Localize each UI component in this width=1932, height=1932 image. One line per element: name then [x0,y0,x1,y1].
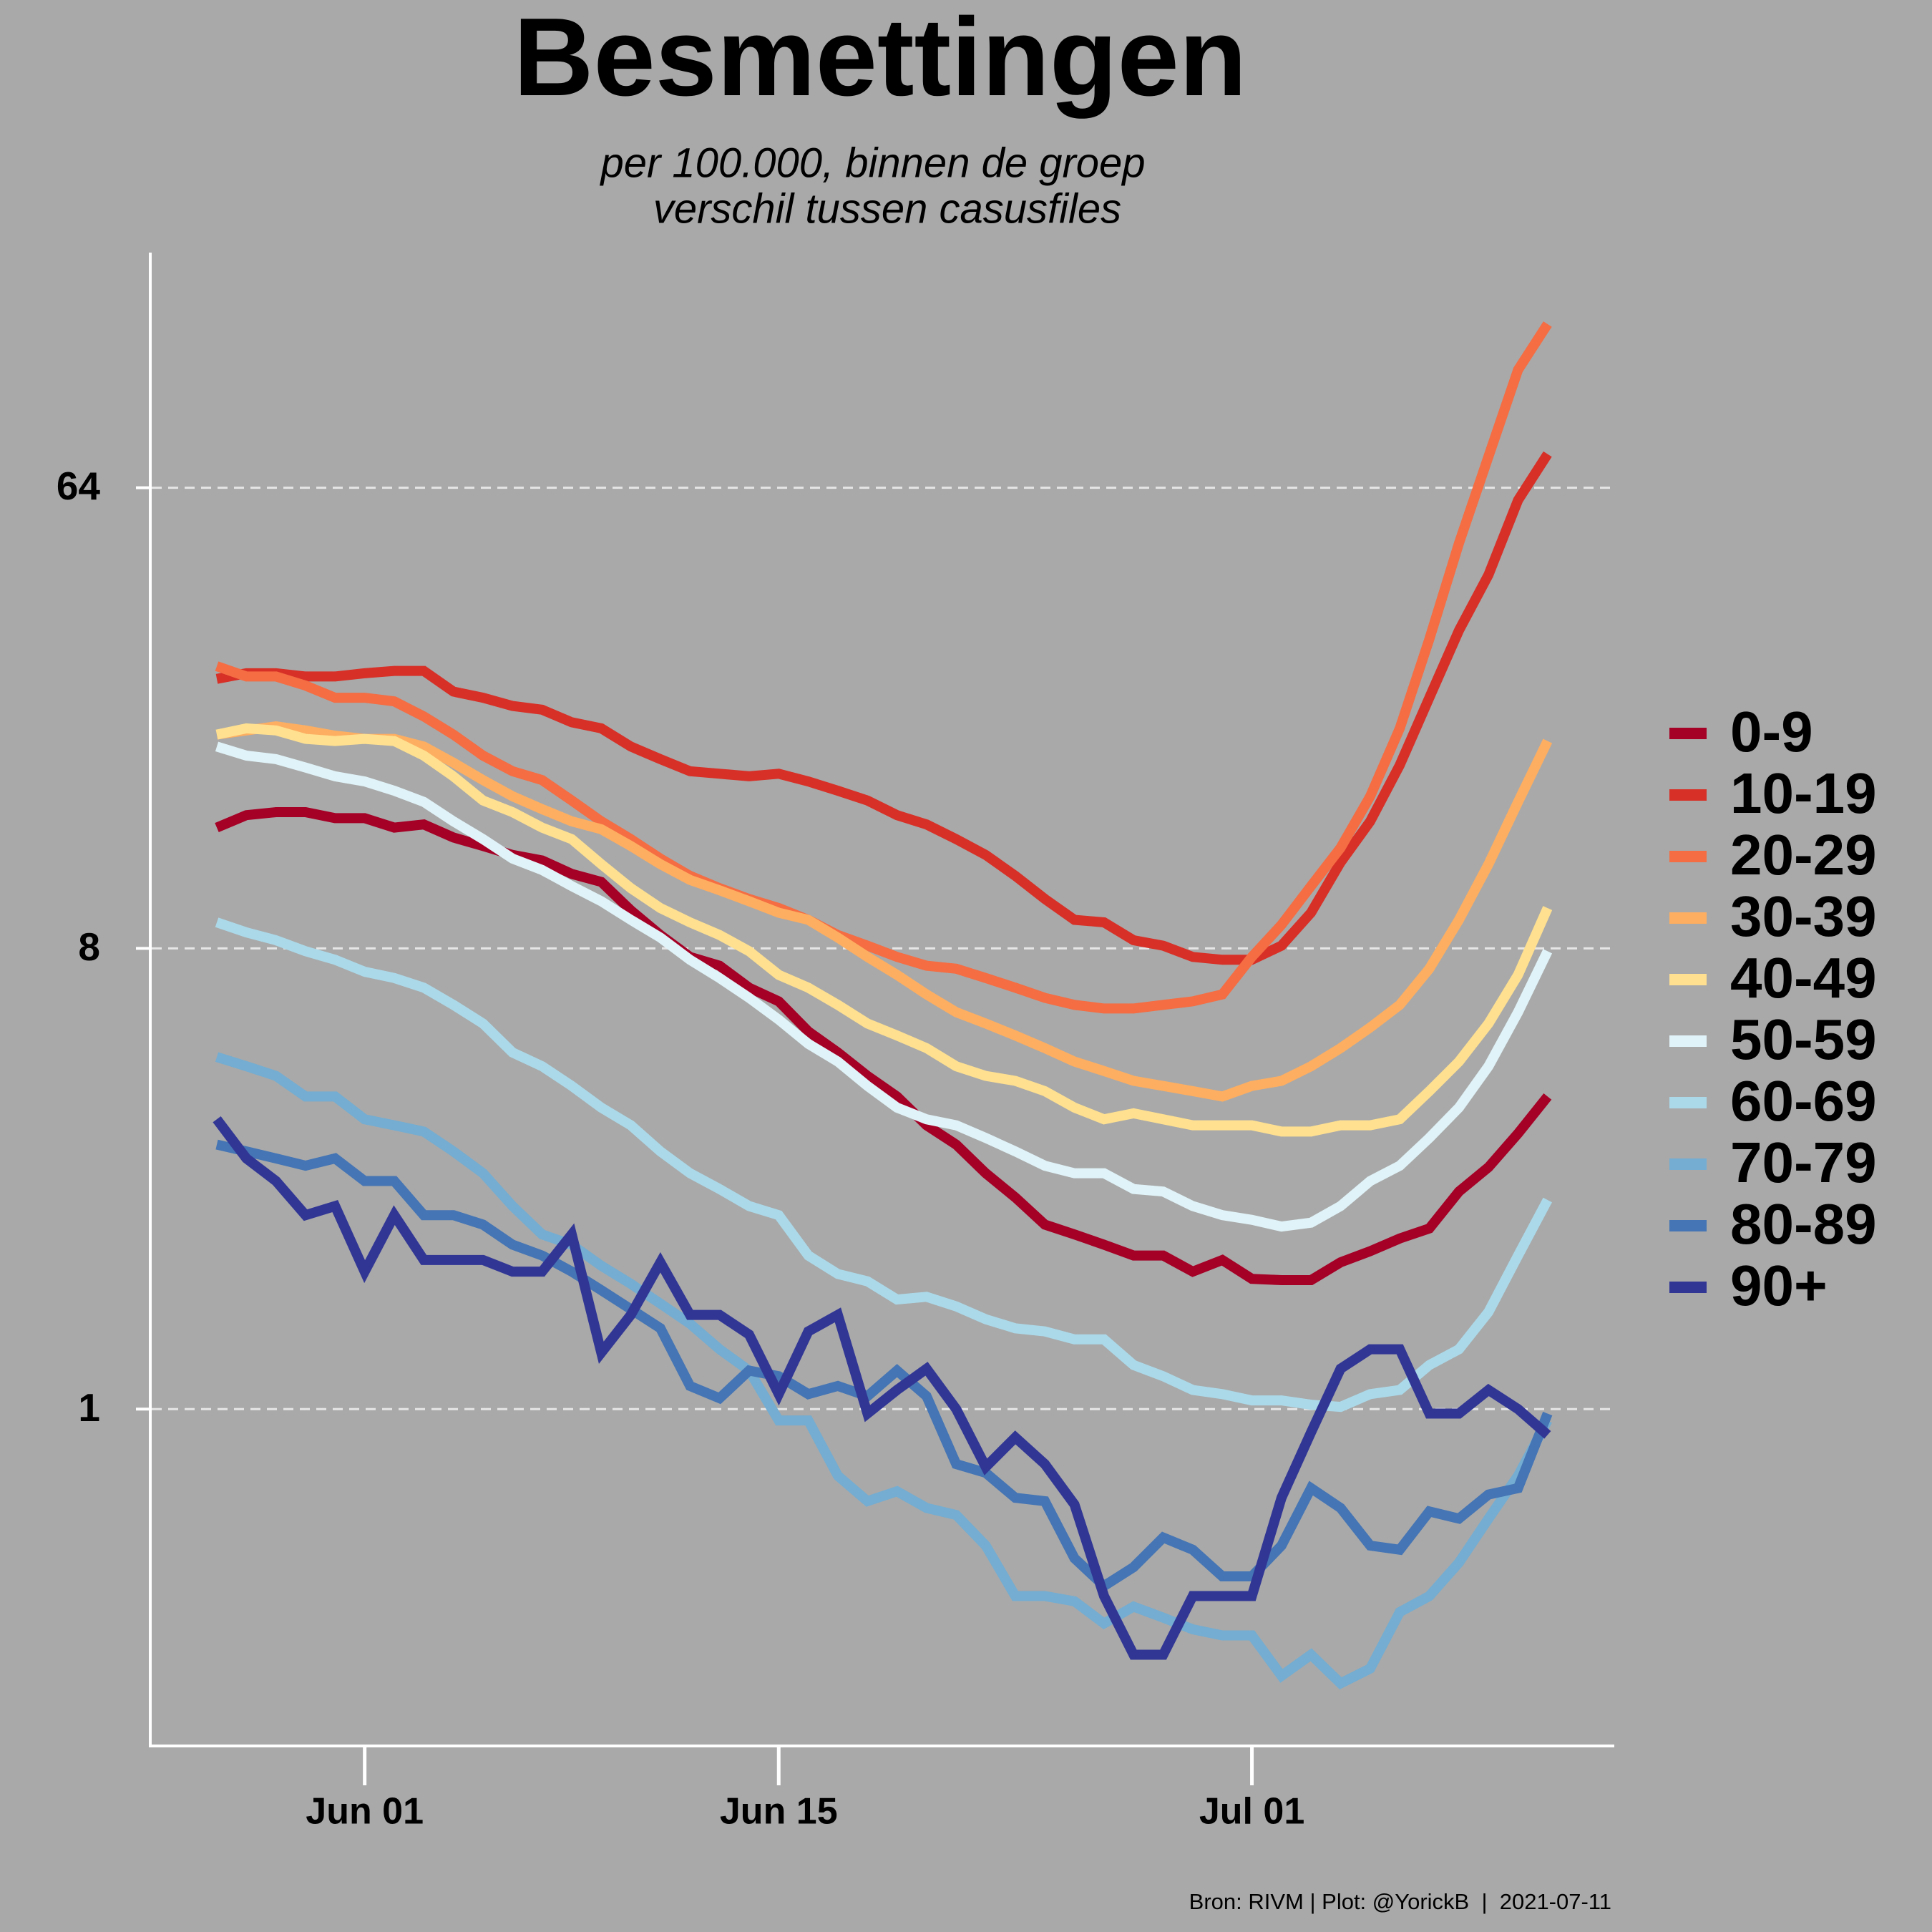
legend-label: 90+ [1730,1254,1828,1317]
x-tick-label: Jun 01 [306,1791,424,1833]
series-line [216,721,1553,1102]
legend-label: 10-19 [1730,761,1877,825]
legend-label: 40-49 [1730,946,1877,1010]
x-tick-label: Jun 15 [720,1791,838,1833]
y-tick-label: 8 [78,924,100,969]
chart-subtitle: per 100.000, binnen de groep [599,140,1145,186]
chart-title: Besmettingen [514,0,1247,119]
series-line [215,807,1552,1285]
y-tick-label: 1 [78,1385,100,1430]
series-line [215,451,1552,965]
series-line [215,321,1552,1014]
series-line [215,1052,1552,1689]
legend-label: 30-39 [1730,884,1877,948]
legend-label: 60-69 [1730,1069,1877,1133]
y-tick-label: 64 [57,464,101,508]
series-line [213,1116,1551,1660]
x-tick-label: Jul 01 [1199,1791,1304,1833]
caption: Bron: RIVM | Plot: @YorickB | 2021-07-11 [1189,1889,1611,1914]
series-line [215,1139,1553,1593]
legend-label: 0-9 [1730,700,1813,763]
legend-label: 70-79 [1730,1131,1877,1194]
legend-label: 50-59 [1730,1008,1877,1071]
legend-label: 20-29 [1730,823,1877,887]
chart-subtitle: verschil tussen casusfiles [653,185,1121,232]
series-line [215,741,1553,1232]
legend-label: 80-89 [1730,1192,1877,1256]
series-line [215,723,1553,1137]
